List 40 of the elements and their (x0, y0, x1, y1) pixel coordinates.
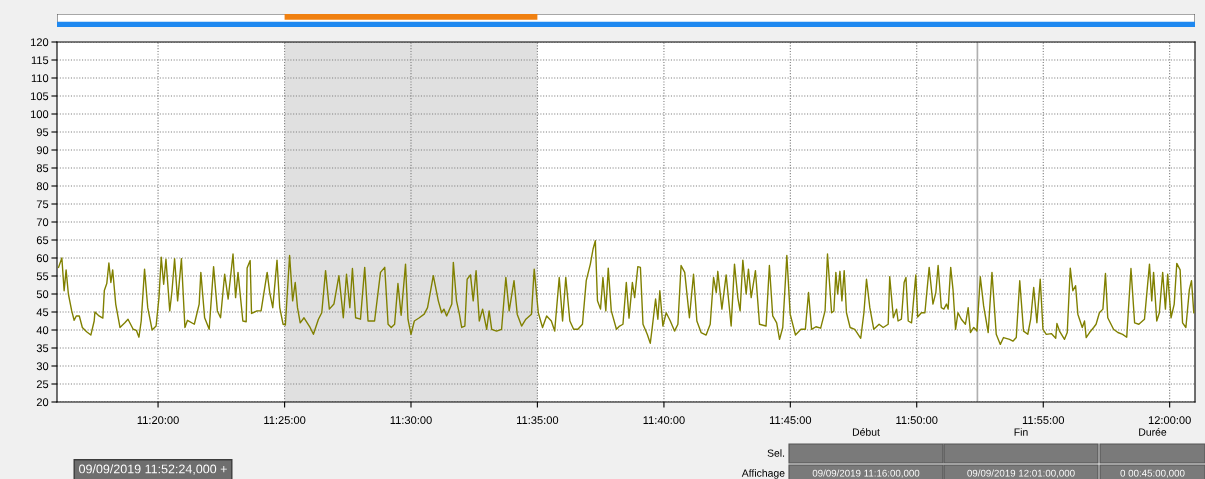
y-tick-label: 35 (36, 344, 49, 353)
y-tick-label: 95 (36, 128, 49, 137)
text: Affichage (741, 469, 785, 479)
y-tick-label: 20 (36, 398, 49, 407)
y-tick-label: 45 (36, 308, 49, 317)
text: Début (852, 428, 880, 436)
y-tick-label: 60 (36, 254, 49, 263)
x-tick-label: 11:25:00 (264, 416, 306, 425)
y-tick-label: 25 (36, 380, 49, 389)
x-tick-label: 11:45:00 (769, 416, 812, 425)
text: Durée (1139, 428, 1167, 436)
y-tick-label: 115 (31, 56, 49, 65)
y-tick-label: 100 (30, 110, 49, 119)
y-tick-label: 110 (31, 74, 49, 83)
y-tick-label: 30 (36, 362, 49, 371)
text: 0 00:45:00,000 (1120, 469, 1185, 478)
x-tick-label: 12:00:00 (1148, 416, 1191, 425)
x-tick-label: 11:50:00 (896, 416, 938, 425)
line-series (57, 240, 1195, 346)
y-tick-label: 120 (30, 38, 49, 47)
text: 09/09/2019 11:16:00,000 (812, 469, 920, 478)
y-tick-label: 70 (36, 218, 49, 227)
text: 09/09/2019 12:01:00,000 (967, 469, 1075, 478)
text: Sel. (767, 449, 785, 457)
y-tick-label: 75 (36, 200, 49, 209)
y-tick-label: 50 (36, 290, 49, 299)
y-tick-label: 90 (36, 146, 49, 155)
text: Fin (1014, 428, 1028, 436)
y-tick-label: 85 (36, 164, 49, 173)
y-tick-label: 55 (36, 272, 49, 281)
x-tick-label: 11:40:00 (643, 416, 685, 425)
x-tick-label: 11:20:00 (137, 416, 179, 425)
y-tick-label: 40 (36, 326, 49, 335)
y-tick-label: 105 (30, 92, 49, 101)
x-tick-label: 11:30:00 (390, 416, 432, 425)
x-tick-label: 11:55:00 (1022, 416, 1065, 425)
text: 09/09/2019 11:52:24,000 + (79, 464, 227, 475)
y-tick-label: 80 (36, 182, 49, 191)
x-tick-label: 11:35:00 (517, 416, 559, 425)
y-tick-label: 65 (36, 236, 49, 245)
